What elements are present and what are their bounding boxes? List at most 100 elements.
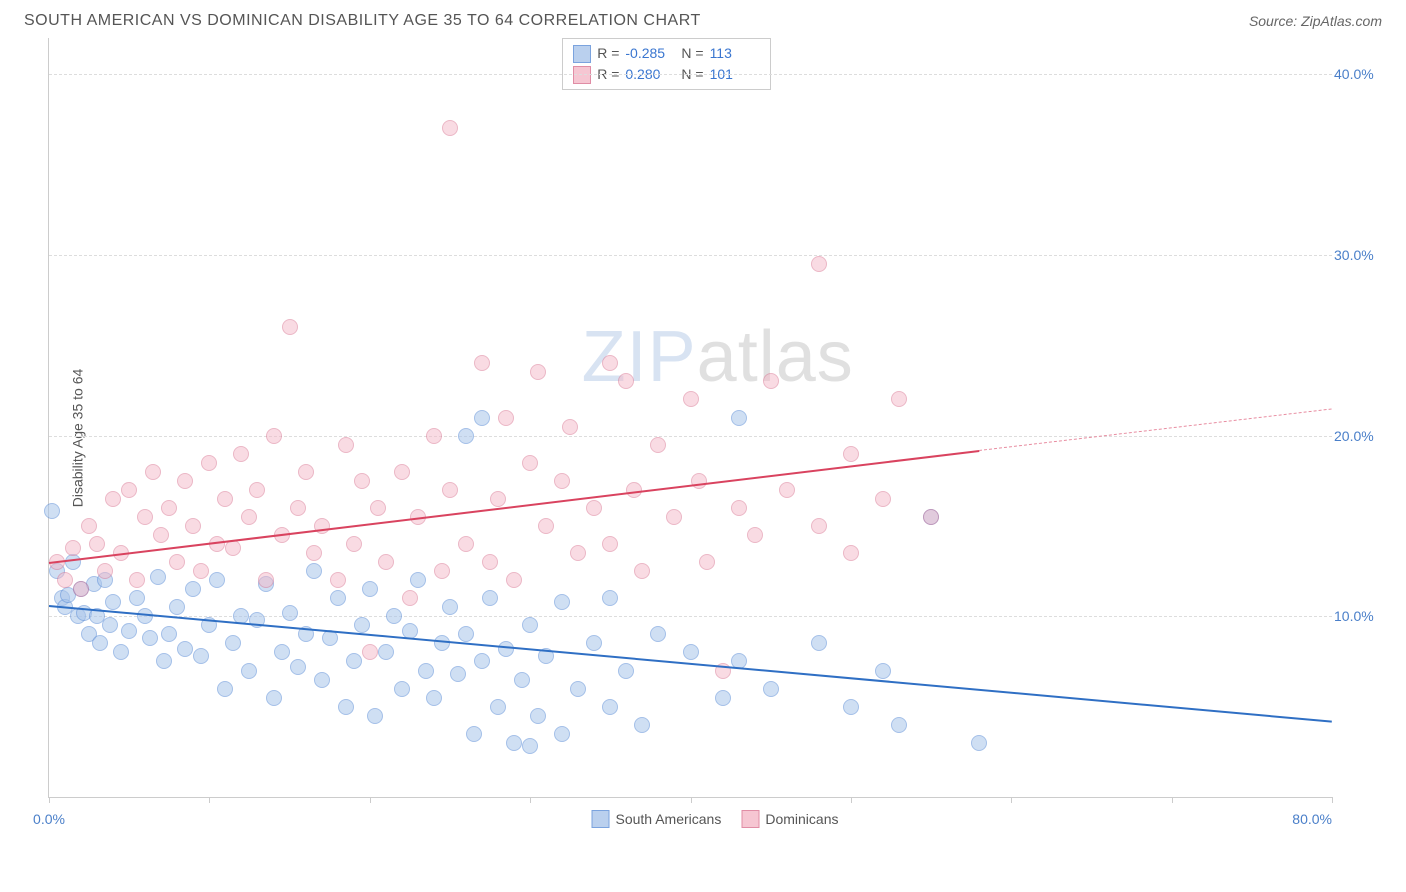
trend-line-extrapolated bbox=[979, 408, 1332, 451]
data-point bbox=[434, 635, 450, 651]
data-point bbox=[891, 717, 907, 733]
source-credit: Source: ZipAtlas.com bbox=[1249, 13, 1382, 29]
data-point bbox=[522, 617, 538, 633]
data-point bbox=[763, 373, 779, 389]
stat-legend: R =-0.285N =113R =0.280N =101 bbox=[562, 38, 770, 90]
data-point bbox=[362, 581, 378, 597]
trend-line bbox=[49, 450, 979, 564]
legend-item: South Americans bbox=[592, 810, 722, 828]
data-point bbox=[683, 644, 699, 660]
data-point bbox=[618, 663, 634, 679]
data-point bbox=[225, 635, 241, 651]
data-point bbox=[306, 563, 322, 579]
chart-container: Disability Age 35 to 64 ZIPatlas R =-0.2… bbox=[48, 38, 1382, 838]
data-point bbox=[490, 699, 506, 715]
x-tick bbox=[691, 797, 692, 803]
y-tick-label: 10.0% bbox=[1334, 608, 1382, 624]
data-point bbox=[97, 563, 113, 579]
data-point bbox=[73, 581, 89, 597]
data-point bbox=[193, 563, 209, 579]
data-point bbox=[217, 681, 233, 697]
x-tick-label: 0.0% bbox=[33, 811, 65, 827]
data-point bbox=[554, 473, 570, 489]
data-point bbox=[474, 653, 490, 669]
data-point bbox=[65, 540, 81, 556]
data-point bbox=[434, 563, 450, 579]
data-point bbox=[763, 681, 779, 697]
data-point bbox=[129, 572, 145, 588]
data-point bbox=[442, 482, 458, 498]
data-point bbox=[602, 536, 618, 552]
x-tick bbox=[1332, 797, 1333, 803]
data-point bbox=[330, 572, 346, 588]
data-point bbox=[843, 446, 859, 462]
data-point bbox=[102, 617, 118, 633]
data-point bbox=[338, 437, 354, 453]
data-point bbox=[715, 690, 731, 706]
data-point bbox=[843, 545, 859, 561]
data-point bbox=[370, 500, 386, 516]
data-point bbox=[394, 681, 410, 697]
data-point bbox=[145, 464, 161, 480]
gridline bbox=[49, 255, 1332, 256]
data-point bbox=[458, 626, 474, 642]
data-point bbox=[514, 672, 530, 688]
data-point bbox=[570, 681, 586, 697]
data-point bbox=[354, 473, 370, 489]
data-point bbox=[156, 653, 172, 669]
data-point bbox=[402, 590, 418, 606]
stat-n-value: 113 bbox=[710, 43, 760, 64]
data-point bbox=[161, 500, 177, 516]
data-point bbox=[426, 428, 442, 444]
data-point bbox=[530, 364, 546, 380]
data-point bbox=[241, 509, 257, 525]
data-point bbox=[466, 726, 482, 742]
x-tick bbox=[1172, 797, 1173, 803]
data-point bbox=[290, 500, 306, 516]
data-point bbox=[506, 735, 522, 751]
data-point bbox=[81, 518, 97, 534]
data-point bbox=[44, 503, 60, 519]
data-point bbox=[554, 594, 570, 610]
data-point bbox=[338, 699, 354, 715]
data-point bbox=[386, 608, 402, 624]
data-point bbox=[193, 648, 209, 664]
data-point bbox=[618, 373, 634, 389]
data-point bbox=[113, 644, 129, 660]
data-point bbox=[153, 527, 169, 543]
data-point bbox=[923, 509, 939, 525]
data-point bbox=[458, 536, 474, 552]
data-point bbox=[266, 428, 282, 444]
data-point bbox=[201, 455, 217, 471]
stat-n-label: N = bbox=[681, 43, 703, 64]
x-tick bbox=[49, 797, 50, 803]
data-point bbox=[121, 482, 137, 498]
data-point bbox=[169, 599, 185, 615]
data-point bbox=[562, 419, 578, 435]
data-point bbox=[490, 491, 506, 507]
data-point bbox=[57, 572, 73, 588]
x-tick bbox=[370, 797, 371, 803]
data-point bbox=[150, 569, 166, 585]
data-point bbox=[811, 635, 827, 651]
data-point bbox=[177, 641, 193, 657]
data-point bbox=[378, 644, 394, 660]
data-point bbox=[185, 581, 201, 597]
data-point bbox=[442, 120, 458, 136]
data-point bbox=[530, 708, 546, 724]
bottom-legend: South AmericansDominicans bbox=[592, 810, 839, 828]
data-point bbox=[811, 518, 827, 534]
gridline bbox=[49, 74, 1332, 75]
data-point bbox=[570, 545, 586, 561]
stat-legend-row: R =-0.285N =113 bbox=[573, 43, 759, 64]
data-point bbox=[410, 572, 426, 588]
data-point bbox=[367, 708, 383, 724]
data-point bbox=[586, 500, 602, 516]
legend-swatch bbox=[741, 810, 759, 828]
data-point bbox=[843, 699, 859, 715]
data-point bbox=[249, 482, 265, 498]
data-point bbox=[217, 491, 233, 507]
data-point bbox=[699, 554, 715, 570]
data-point bbox=[169, 554, 185, 570]
data-point bbox=[450, 666, 466, 682]
